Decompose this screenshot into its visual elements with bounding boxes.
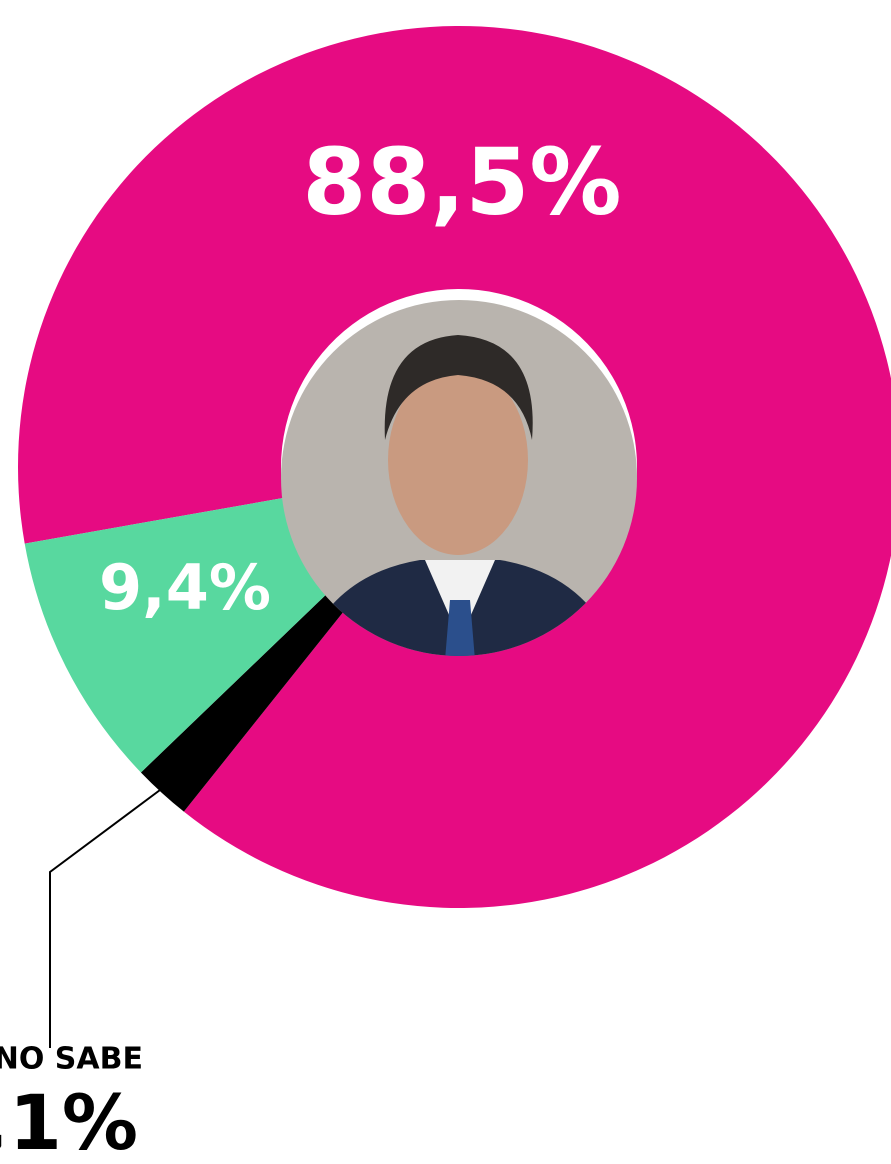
face — [388, 365, 528, 555]
leader-line — [49, 789, 161, 1048]
value-label: 9,4% — [99, 551, 271, 624]
tie — [445, 600, 475, 656]
value-label: 88,5% — [302, 128, 621, 235]
slice — [24, 497, 331, 773]
donut — [18, 26, 891, 908]
category-label: NO SABE — [0, 1042, 143, 1077]
photo — [281, 300, 637, 656]
slice — [18, 26, 891, 908]
slice — [140, 590, 348, 812]
hair — [384, 335, 533, 440]
value-label: 2,1% — [0, 1078, 138, 1164]
